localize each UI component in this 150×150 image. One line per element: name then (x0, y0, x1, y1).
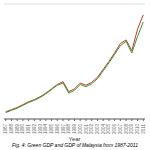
svg-text:2004: 2004 (101, 124, 106, 135)
svg-text:2005: 2005 (106, 124, 111, 135)
svg-text:2010: 2010 (135, 124, 140, 135)
svg-text:2003: 2003 (95, 124, 100, 135)
svg-text:1988: 1988 (9, 124, 14, 135)
html-text:Fig. 4: Green GDP and GDP of M: Fig. 4: Green GDP and GDP of Malaysia fr… (12, 142, 138, 148)
svg-text:2007: 2007 (118, 124, 123, 135)
svg-text:2002: 2002 (89, 124, 94, 135)
svg-text:1990: 1990 (20, 124, 25, 135)
svg-text:1997: 1997 (61, 124, 66, 135)
svg-text:1994: 1994 (43, 124, 48, 135)
svg-text:1993: 1993 (38, 124, 43, 135)
svg-text:1992: 1992 (32, 124, 37, 135)
svg-text:2011: 2011 (141, 124, 142, 134)
svg-text:1989: 1989 (15, 124, 20, 135)
svg-text:2000: 2000 (78, 124, 83, 135)
svg-text:1991: 1991 (26, 124, 31, 135)
svg-text:Year: Year (68, 136, 80, 141)
svg-text:1999: 1999 (72, 124, 77, 135)
svg-text:1996: 1996 (55, 124, 60, 135)
svg-text:2008: 2008 (124, 124, 129, 135)
svg-text:2009: 2009 (129, 124, 134, 135)
svg-text:1995: 1995 (49, 124, 54, 135)
svg-text:2001: 2001 (84, 124, 89, 135)
svg-text:1998: 1998 (66, 124, 71, 135)
svg-text:2006: 2006 (112, 124, 117, 135)
